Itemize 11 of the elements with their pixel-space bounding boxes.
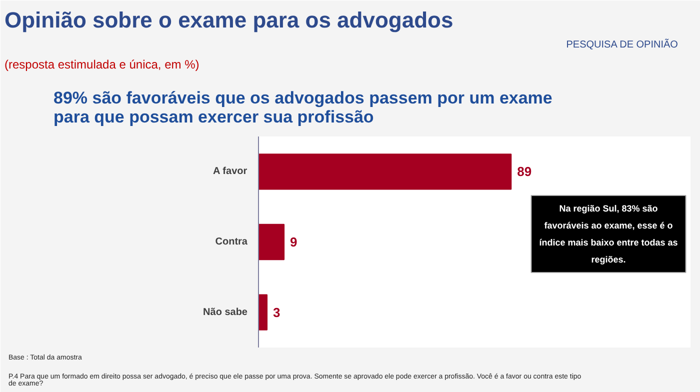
data-label: 9	[290, 234, 298, 250]
y-tick-label: Contra	[215, 236, 248, 248]
y-tick-label: Não sabe	[203, 306, 248, 318]
data-label: 89	[517, 164, 532, 180]
text: 89% são favoráveis que os advogados passem por um exame para que possam exercer sua profissão	[54, 88, 552, 126]
text: (resposta estimulada e única, em %)	[4, 58, 200, 72]
text: PESQUISA DE OPINIÃO	[566, 38, 678, 50]
y-tick-label: A favor	[213, 166, 248, 178]
text: Na região Sul, 83% são favoráveis ao exame, esse é o índice mais baixo entre todas as regiões.	[539, 204, 678, 264]
chart-title: Opinião sobre o exame para os advogados	[4, 8, 454, 32]
data-label: 3	[273, 304, 280, 320]
